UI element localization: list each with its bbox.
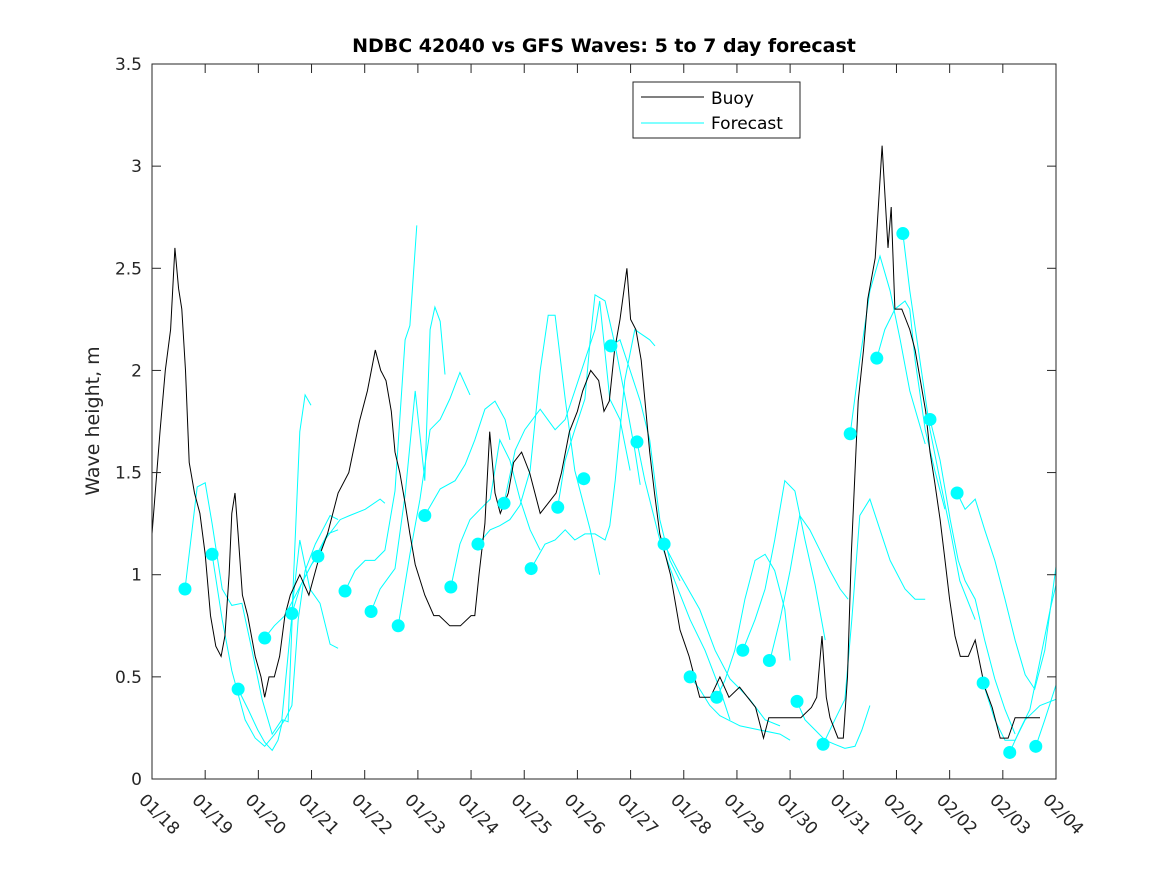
forecast-marker-7 [364, 604, 378, 618]
forecast-line-18 [716, 553, 791, 698]
y-tick-label: 1.5 [115, 464, 142, 484]
forecast-line-10 [477, 314, 601, 575]
x-tick-label: 02/03 [985, 790, 1034, 839]
forecast-marker-16 [604, 339, 618, 353]
forecast-line-12 [530, 328, 656, 569]
forecast-marker-14 [551, 500, 565, 514]
forecast-marker-4 [285, 607, 299, 621]
forecast-line-29 [1009, 584, 1057, 753]
x-tick-label: 01/24 [454, 790, 503, 839]
x-tick-label: 01/31 [826, 790, 875, 839]
legend-box [632, 81, 801, 139]
forecast-line-24 [876, 300, 946, 510]
forecast-marker-8 [391, 619, 405, 633]
forecast-line-16 [663, 543, 781, 727]
forecast-line-11 [503, 300, 631, 504]
forecast-marker-3 [258, 631, 272, 645]
forecast-marker-23 [790, 694, 804, 708]
forecast-marker-11 [471, 537, 485, 551]
forecast-marker-6 [338, 584, 352, 598]
forecast-marker-2 [231, 682, 245, 696]
y-axis-label: Wave height, m [82, 346, 104, 495]
x-tick-label: 01/29 [719, 790, 768, 839]
x-tick-label: 01/18 [134, 790, 183, 839]
forecast-marker-18 [657, 537, 671, 551]
forecast-line-17 [689, 676, 791, 741]
forecast-marker-27 [896, 227, 910, 241]
forecast-line-2 [237, 539, 339, 752]
forecast-marker-13 [524, 562, 538, 576]
forecast-marker-25 [843, 427, 857, 441]
forecast-line-0 [184, 393, 312, 736]
x-tick-label: 01/30 [773, 790, 822, 839]
forecast-line-6 [370, 305, 446, 612]
forecast-line-27 [956, 492, 1057, 691]
x-tick-label: 01/27 [613, 790, 662, 839]
forecast-marker-24 [816, 737, 830, 751]
y-tick-label: 2 [131, 361, 142, 381]
forecast-marker-26 [870, 351, 884, 365]
forecast-marker-10 [444, 580, 458, 594]
forecast-marker-20 [710, 690, 724, 704]
forecast-marker-29 [950, 486, 964, 500]
x-tick-label: 01/23 [400, 790, 449, 839]
y-tick-label: 0 [131, 770, 142, 790]
forecast-marker-30 [976, 676, 990, 690]
buoy-line [151, 145, 1040, 741]
forecast-marker-5 [311, 549, 325, 563]
forecast-line-25 [902, 233, 976, 620]
forecast-line-4 [291, 498, 386, 614]
forecast-marker-0 [178, 582, 192, 596]
forecast-line-8 [424, 400, 511, 516]
x-tick-label: 02/01 [879, 790, 928, 839]
y-tick-label: 1 [131, 566, 142, 586]
forecast-marker-17 [630, 435, 644, 449]
forecast-line-20 [769, 514, 849, 661]
forecast-marker-9 [418, 508, 432, 522]
forecast-line-22 [822, 497, 926, 745]
x-tick-label: 01/22 [347, 790, 396, 839]
forecast-marker-21 [736, 643, 750, 657]
x-tick-label: 01/21 [294, 790, 343, 839]
forecast-line-21 [796, 701, 871, 749]
legend: Buoy Forecast [632, 81, 801, 139]
forecast-marker-1 [205, 547, 219, 561]
forecast-marker-28 [923, 412, 937, 426]
forecast-line-1 [211, 514, 339, 748]
forecast-line-14 [610, 339, 681, 582]
forecast-line-13 [557, 293, 641, 508]
x-tick-label: 01/26 [560, 790, 609, 839]
forecast-marker-19 [683, 670, 697, 684]
forecast-marker-22 [762, 654, 776, 668]
forecast-marker-31 [1003, 745, 1017, 759]
forecast-line-23 [849, 254, 926, 445]
legend-label-buoy: Buoy [711, 89, 754, 109]
y-tick-label: 0.5 [115, 668, 142, 688]
forecast-line-30 [1035, 684, 1057, 747]
x-tick-label: 02/04 [1038, 790, 1087, 839]
series-layer [151, 145, 1057, 759]
x-tick-label: 02/02 [932, 790, 981, 839]
forecast-marker-15 [577, 472, 591, 486]
x-tick-label: 01/25 [507, 790, 556, 839]
forecast-marker-32 [1029, 739, 1043, 753]
ticks-layer: 01/18 01/19 01/20 01/21 01/22 01/23 01/24 01/25… [115, 55, 1087, 839]
legend-label-forecast: Forecast [711, 114, 783, 134]
forecast-line-5 [344, 225, 418, 592]
forecast-line-9 [450, 438, 541, 588]
y-tick-label: 3.5 [115, 55, 142, 75]
y-tick-label: 3 [131, 157, 142, 177]
forecast-marker-12 [497, 496, 511, 510]
x-tick-label: 01/19 [188, 790, 237, 839]
chart-title: NDBC 42040 vs GFS Waves: 5 to 7 day fore… [352, 35, 856, 57]
x-tick-label: 01/20 [241, 790, 290, 839]
forecast-line-26 [929, 419, 1016, 735]
y-tick-label: 2.5 [115, 259, 142, 279]
x-tick-label: 01/28 [666, 790, 715, 839]
plot-area-frame [151, 63, 1057, 780]
forecast-line-19 [742, 479, 826, 651]
